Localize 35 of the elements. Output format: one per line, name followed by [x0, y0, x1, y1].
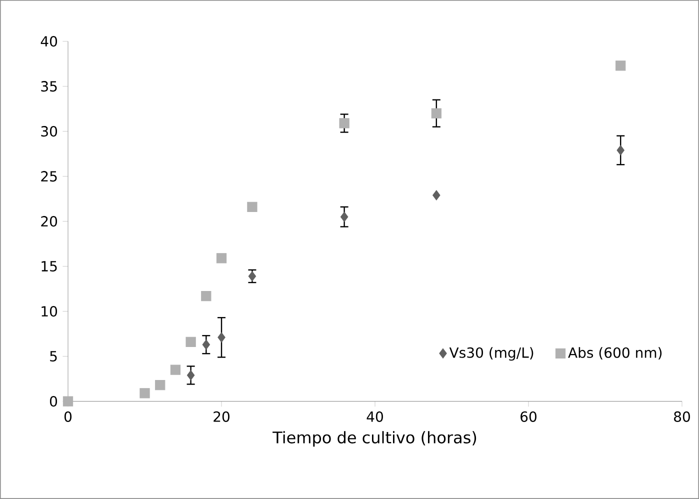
x-tick-label: 60: [520, 411, 536, 422]
point: [432, 190, 440, 200]
x-tick-label: 40: [366, 411, 383, 422]
point: [616, 60, 626, 71]
point: [248, 271, 256, 282]
point: [218, 332, 226, 342]
point: [155, 380, 166, 390]
point: [431, 108, 442, 118]
point: [616, 145, 624, 156]
point: [202, 340, 210, 350]
point: [340, 212, 348, 222]
point: [186, 370, 195, 380]
point: [140, 388, 150, 398]
x-tick-label: 20: [214, 411, 230, 422]
point: [339, 118, 350, 128]
point: [247, 202, 258, 212]
y-tick-label: 20: [41, 216, 58, 227]
y-tick-label: 30: [41, 126, 58, 137]
y-tick-label: 35: [41, 81, 57, 92]
legend-label: Abs (600 nm): [568, 347, 662, 360]
y-tick-label: 0: [50, 396, 58, 407]
x-tick-label: 80: [674, 411, 690, 422]
legend-label: Vs30 (mg/L): [449, 347, 534, 361]
y-tick-label: 25: [41, 171, 57, 182]
y-tick-label: 40: [40, 36, 58, 47]
y-tick-label: 15: [42, 261, 57, 272]
point: [62, 396, 74, 406]
x-axis-title: Tiempo de cultivo (horas): [272, 431, 476, 447]
y-tick-label: 10: [42, 306, 58, 317]
point: [216, 253, 227, 264]
y-tick-label: 5: [50, 351, 57, 362]
point: [186, 336, 196, 347]
point: [201, 290, 212, 302]
x-tick-label: 0: [64, 411, 72, 422]
point: [170, 364, 181, 375]
